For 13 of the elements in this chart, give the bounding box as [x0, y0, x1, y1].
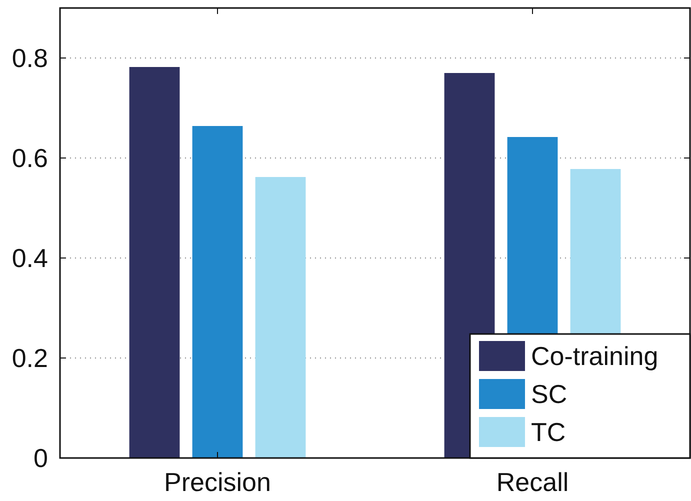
legend-label: Co-training: [531, 341, 658, 372]
y-tick-label: 0.2: [12, 343, 48, 374]
bar: [192, 126, 243, 458]
legend-label: TC: [531, 417, 566, 448]
y-tick-label: 0.4: [12, 243, 48, 274]
y-tick-label: 0.8: [12, 43, 48, 74]
bar: [129, 67, 180, 458]
y-tick-label: 0: [34, 443, 48, 474]
bar: [255, 177, 306, 458]
x-tick-label: Recall: [496, 467, 569, 497]
y-tick-label: 0.6: [12, 143, 48, 174]
x-tick-label: Precision: [164, 467, 271, 497]
legend-label: SC: [531, 379, 568, 410]
